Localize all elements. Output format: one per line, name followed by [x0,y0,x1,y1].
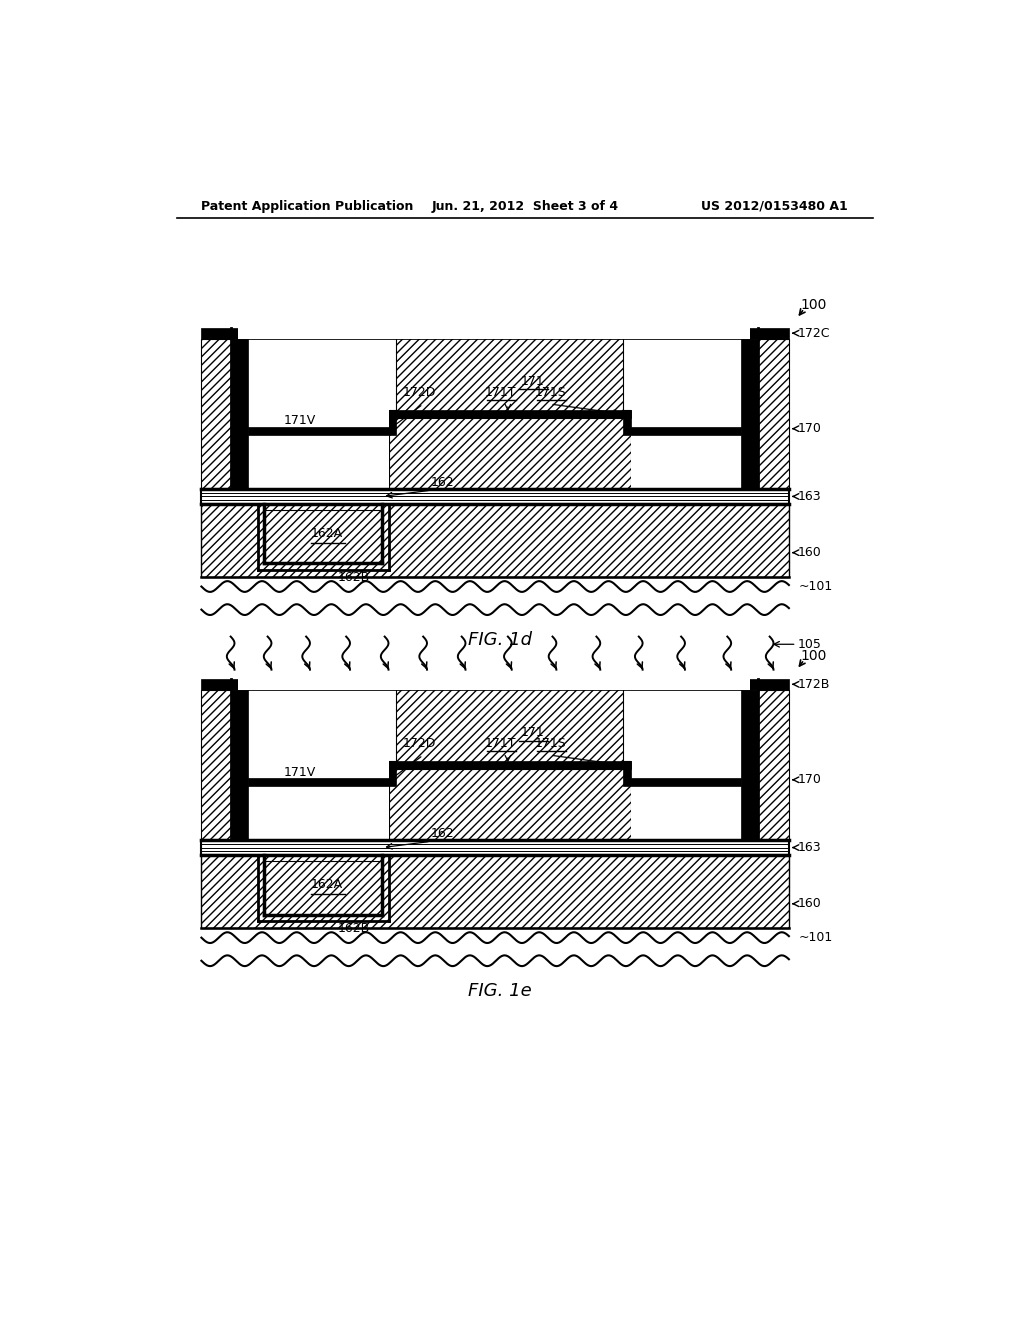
Text: 100: 100 [801,649,826,663]
Text: 105: 105 [798,638,822,651]
Polygon shape [388,762,631,840]
Text: ~101: ~101 [798,579,833,593]
Text: Jun. 21, 2012  Sheet 3 of 4: Jun. 21, 2012 Sheet 3 of 4 [431,199,618,213]
Text: 100: 100 [801,298,826,312]
Text: 170: 170 [798,774,822,787]
Text: 172D: 172D [402,737,436,750]
Polygon shape [624,411,631,428]
Text: 171T: 171T [484,385,516,399]
Polygon shape [202,488,788,504]
Polygon shape [230,689,248,840]
Text: US 2012/0153480 A1: US 2012/0153480 A1 [701,199,848,213]
Text: 163: 163 [798,841,822,854]
Text: 171V: 171V [284,766,316,779]
Polygon shape [264,511,382,564]
Polygon shape [248,689,388,840]
Polygon shape [264,862,382,915]
Polygon shape [396,331,624,418]
Polygon shape [758,339,788,488]
Text: 171T: 171T [484,737,516,750]
Text: 162: 162 [431,477,455,490]
Polygon shape [741,689,758,840]
Text: 163: 163 [798,490,822,503]
Text: 162: 162 [431,828,455,841]
Polygon shape [202,689,230,840]
Polygon shape [248,779,396,785]
Polygon shape [202,678,788,689]
Polygon shape [758,689,788,840]
Polygon shape [239,678,751,689]
Polygon shape [388,411,396,428]
Polygon shape [202,840,788,855]
Polygon shape [248,428,396,434]
Text: Patent Application Publication: Patent Application Publication [202,199,414,213]
Text: 171: 171 [520,375,545,388]
Text: 160: 160 [798,898,822,911]
Text: 162A: 162A [311,527,343,540]
Text: 160: 160 [798,546,822,560]
Polygon shape [624,428,741,434]
Polygon shape [202,504,788,577]
Polygon shape [230,339,248,488]
Polygon shape [388,762,631,770]
Text: 172D: 172D [402,385,436,399]
Polygon shape [388,411,631,418]
Polygon shape [202,327,788,339]
Text: 172C: 172C [798,326,830,339]
Text: 162A: 162A [311,878,343,891]
Polygon shape [741,339,758,488]
Polygon shape [248,339,388,488]
Text: 170: 170 [798,422,822,436]
Polygon shape [202,339,230,488]
Polygon shape [202,855,788,928]
Polygon shape [396,682,624,770]
Text: 172B: 172B [798,677,830,690]
Text: 171S: 171S [535,385,566,399]
Polygon shape [631,339,741,488]
Text: 162B: 162B [338,570,370,583]
Polygon shape [388,411,631,488]
Polygon shape [624,762,631,779]
Text: 162B: 162B [338,921,370,935]
Polygon shape [624,779,741,785]
Text: ~101: ~101 [798,931,833,944]
Text: FIG. 1e: FIG. 1e [468,982,532,1001]
Text: 171V: 171V [284,414,316,428]
Polygon shape [388,762,396,779]
Text: 171S: 171S [535,737,566,750]
Polygon shape [239,327,751,339]
Text: FIG. 1d: FIG. 1d [468,631,532,649]
Text: 171: 171 [520,726,545,739]
Polygon shape [631,689,741,840]
